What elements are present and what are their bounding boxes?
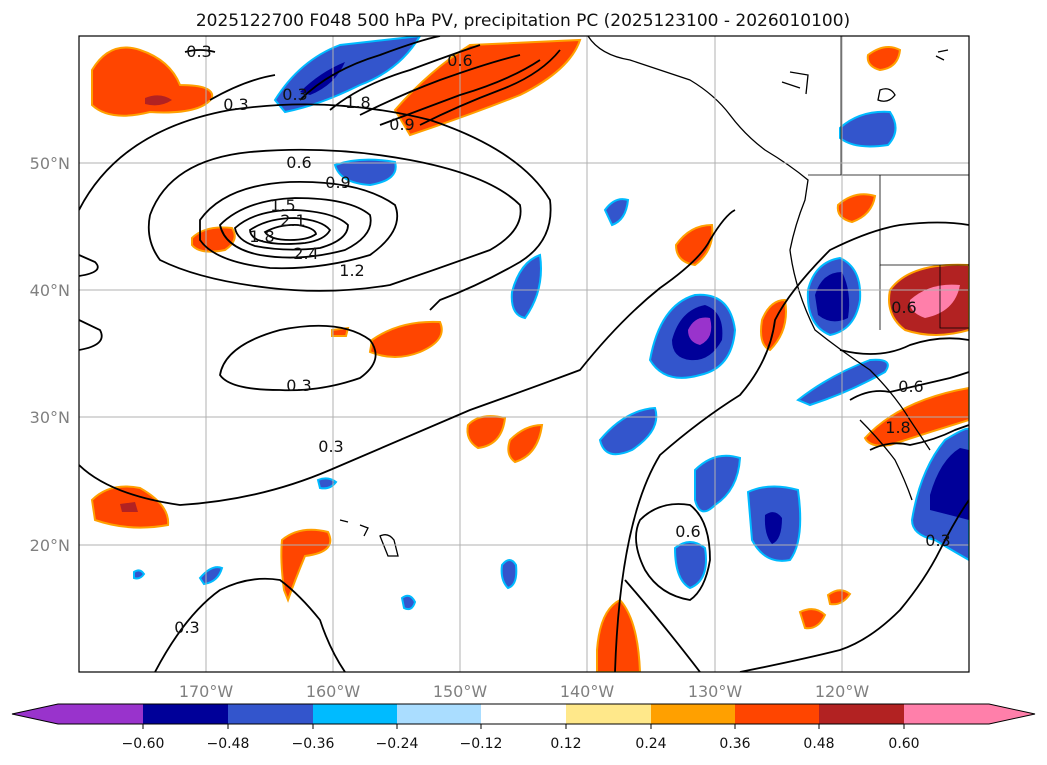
contour-label: 0.3 [223, 95, 248, 114]
colorbar-outline [11, 703, 1036, 725]
contour-label: 0.9 [325, 173, 350, 192]
lat-label: 30°N [30, 408, 70, 427]
lat-label: 50°N [30, 154, 70, 173]
colorbar-tick-label: 0.24 [635, 736, 666, 752]
pv-contours [79, 36, 969, 672]
contour-label: 0.3 [186, 42, 211, 61]
precip-anomaly-negative [796, 358, 889, 407]
precip-anomaly-negative-strong [930, 448, 969, 520]
contour-label: 0.6 [447, 51, 472, 70]
colorbar-tick-label: 0.36 [719, 736, 750, 752]
precip-anomaly-strong [120, 502, 138, 512]
contour-label: 0.3 [925, 531, 950, 550]
precip-anomaly-negative [603, 198, 630, 227]
colorbar-segment [651, 704, 735, 724]
precip-anomaly-negative [673, 541, 707, 590]
precip-anomaly-positive [507, 423, 544, 464]
colorbar-segment [58, 704, 143, 724]
lon-label: 130°W [688, 682, 743, 701]
colorbar-segment [313, 704, 397, 724]
contour-label: 1.8 [345, 93, 370, 112]
precip-anomaly-negative [333, 158, 397, 187]
latitude-labels: 50°N 40°N 30°N 20°N [30, 154, 70, 555]
colorbar-tick-label: −0.48 [207, 736, 250, 752]
precipitation-shading [90, 36, 969, 672]
contour-label: 1.8 [885, 418, 910, 437]
colorbar-tick-label: 0.48 [803, 736, 834, 752]
precip-anomaly-negative [316, 477, 338, 490]
precip-anomaly-negative [598, 406, 658, 456]
boundaries [808, 36, 969, 330]
contour-label: 0.6 [286, 153, 311, 172]
contour-label: 0.6 [675, 522, 700, 541]
contour-labels: 0.3 0.3 0.6 0.9 1.8 1.5 1.8 2.1 2.4 1.2 … [174, 42, 950, 637]
precip-anomaly-negative-strong [300, 62, 345, 95]
precip-anomaly-negative-core [688, 317, 712, 345]
precip-anomaly-positive [866, 45, 902, 72]
precip-anomaly-peak [909, 284, 960, 318]
contour-label: 2.1 [280, 211, 305, 230]
colorbar-segment [735, 704, 819, 724]
colorbar-tick-label: 0.12 [550, 736, 581, 752]
colorbar-segment [904, 704, 989, 724]
colorbar-segment [481, 704, 566, 724]
lon-label: 120°W [815, 682, 870, 701]
colorbar-segment [228, 704, 313, 724]
contour-label: 0.6 [898, 377, 923, 396]
precip-anomaly-positive [674, 223, 714, 267]
lon-label: 170°W [179, 682, 234, 701]
coastlines [339, 36, 949, 557]
colorbar-tick-label: −0.36 [292, 736, 335, 752]
contour-label: 0.3 [318, 437, 343, 456]
contour-label: 1.2 [339, 261, 364, 280]
contour-label: 0.3 [286, 376, 311, 395]
precip-anomaly-positive [798, 608, 827, 630]
precip-anomaly-negative [694, 454, 742, 513]
contour-label: 0.9 [389, 115, 414, 134]
map-title: 2025122700 F048 500 hPa PV, precipitatio… [196, 11, 850, 31]
lat-label: 20°N [30, 536, 70, 555]
precip-anomaly-positive [368, 320, 443, 358]
precip-anomaly-positive [826, 589, 852, 606]
precip-anomaly-positive [91, 46, 214, 117]
contour-label: 1.8 [249, 227, 274, 246]
colorbar-segment [143, 704, 228, 724]
lon-label: 150°W [433, 682, 488, 701]
colorbar-segment [566, 704, 651, 724]
lat-label: 40°N [30, 281, 70, 300]
colorbar-extend-min [12, 704, 58, 724]
precip-anomaly-positive [280, 528, 332, 603]
colorbar-tick-label: 0.60 [888, 736, 919, 752]
colorbar-segment [819, 704, 904, 724]
precip-anomaly-negative-strong [764, 512, 782, 544]
colorbar-extend-max [989, 704, 1035, 724]
precip-anomaly-negative [500, 559, 518, 590]
colorbar-tick-label: −0.60 [122, 736, 165, 752]
plot-frame [78, 35, 970, 673]
lon-label: 160°W [306, 682, 361, 701]
colorbar-tick-label: −0.12 [460, 736, 503, 752]
contour-label: 1.5 [270, 196, 295, 215]
contour-label: 2.4 [293, 244, 318, 263]
precip-anomaly-strong [145, 95, 172, 106]
longitude-labels: 170°W 160°W 150°W 140°W 130°W 120°W [179, 682, 870, 701]
colorbar: −0.60 −0.48 −0.36 −0.24 −0.12 0.12 0.24 … [11, 703, 1036, 752]
contour-label: 0.3 [174, 618, 199, 637]
colorbar-tick-label: −0.24 [376, 736, 419, 752]
plot-area [79, 36, 969, 672]
precip-anomaly-negative-strong [815, 272, 850, 322]
precip-anomaly-negative [839, 110, 897, 148]
precip-anomaly-positive [836, 193, 877, 224]
colorbar-segment [397, 704, 481, 724]
contour-label: 0.3 [282, 85, 307, 104]
precip-anomaly-negative [510, 253, 542, 320]
precip-anomaly-positive [596, 598, 642, 672]
precip-anomaly-negative [133, 569, 146, 580]
contour-label: 0.6 [891, 298, 916, 317]
precip-anomaly-negative [400, 594, 417, 611]
gridlines [79, 36, 969, 672]
lon-label: 140°W [560, 682, 615, 701]
